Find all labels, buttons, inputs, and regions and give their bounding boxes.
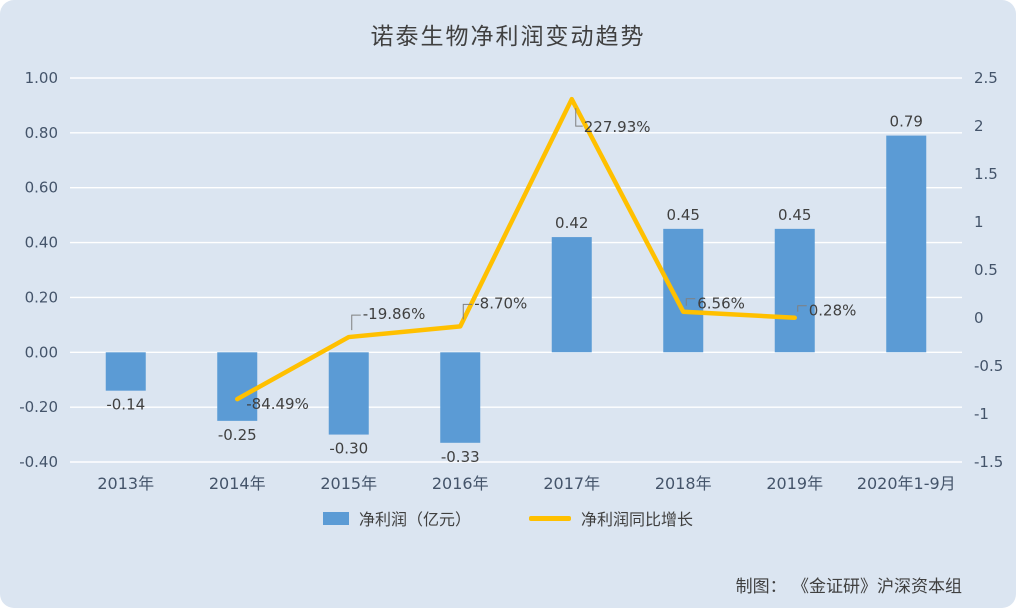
left-axis-tick-label: 0.20 [25, 288, 58, 306]
legend-item-net-profit: 净利润（亿元） [322, 506, 471, 530]
bar-value-label: -0.33 [441, 448, 480, 466]
growth-value-label: 6.56% [697, 295, 745, 313]
label-leader-line [685, 298, 696, 306]
bar-value-label: -0.14 [106, 396, 145, 414]
right-axis-tick-label: 0.5 [974, 261, 998, 279]
legend: 净利润（亿元） 净利润同比增长 [0, 506, 1016, 530]
x-axis-category-label: 2019年 [766, 474, 823, 493]
growth-value-label: 227.93% [584, 118, 651, 136]
left-axis-tick-label: 0.60 [25, 179, 58, 197]
x-axis-category-label: 2013年 [97, 474, 154, 493]
right-axis-tick-label: 0 [974, 309, 984, 327]
growth-value-label: -84.49% [246, 395, 309, 413]
right-axis-tick-label: -1.5 [974, 453, 1003, 471]
label-leader-line [797, 305, 807, 312]
net-profit-bar [328, 352, 369, 435]
net-profit-bar [440, 352, 481, 443]
x-axis-category-label: 2017年 [543, 474, 600, 493]
left-axis-tick-label: 0.40 [25, 234, 58, 252]
right-axis-tick-label: 2.5 [974, 69, 998, 87]
legend-item-growth: 净利润同比增长 [529, 506, 693, 530]
legend-label-growth: 净利润同比增长 [581, 510, 694, 529]
net-profit-bar [774, 228, 815, 353]
legend-label-net-profit: 净利润（亿元） [358, 510, 471, 529]
x-axis-category-label: 2020年1-9月 [857, 474, 956, 493]
right-axis-tick-label: -1 [974, 405, 989, 423]
growth-value-label: 0.28% [809, 302, 857, 320]
growth-value-label: -19.86% [363, 305, 426, 323]
net-profit-bar [663, 228, 704, 353]
right-axis-tick-label: 1.5 [974, 165, 998, 183]
net-profit-bar [217, 352, 258, 421]
bar-value-label: 0.42 [555, 214, 588, 232]
bar-value-label: -0.25 [218, 426, 257, 444]
x-axis-category-label: 2016年 [432, 474, 489, 493]
label-leader-line [351, 314, 361, 331]
right-axis-tick-label: 2 [974, 117, 984, 135]
bar-swatch-icon [322, 511, 349, 525]
net-profit-bar [105, 352, 146, 391]
left-axis-tick-label: -0.20 [19, 398, 58, 416]
x-axis-category-label: 2015年 [320, 474, 377, 493]
credit-text: 制图： 《金证研》沪深资本组 [735, 577, 962, 597]
label-leader-line [462, 303, 473, 320]
growth-value-label: -8.70% [474, 294, 527, 312]
bar-value-label: 0.45 [778, 206, 811, 224]
left-axis-tick-label: -0.40 [19, 453, 58, 471]
bar-value-label: -0.30 [329, 440, 368, 458]
x-axis-category-label: 2014年 [209, 474, 266, 493]
right-axis-tick-label: 1 [974, 213, 984, 231]
label-leader-line [575, 108, 583, 127]
growth-line [235, 96, 797, 402]
left-axis-tick-label: 0.80 [25, 124, 58, 142]
bar-value-label: 0.79 [890, 113, 923, 131]
net-profit-bar [551, 237, 592, 353]
right-axis-tick-label: -0.5 [974, 357, 1003, 375]
left-axis-tick-label: 1.00 [25, 69, 58, 87]
line-swatch-icon [529, 515, 571, 521]
x-axis-category-label: 2018年 [655, 474, 712, 493]
left-axis-tick-label: 0.00 [25, 343, 58, 361]
bar-value-label: 0.45 [667, 206, 700, 224]
chart-title: 诺泰生物净利润变动趋势 [370, 24, 646, 50]
net-profit-bar [886, 135, 927, 353]
